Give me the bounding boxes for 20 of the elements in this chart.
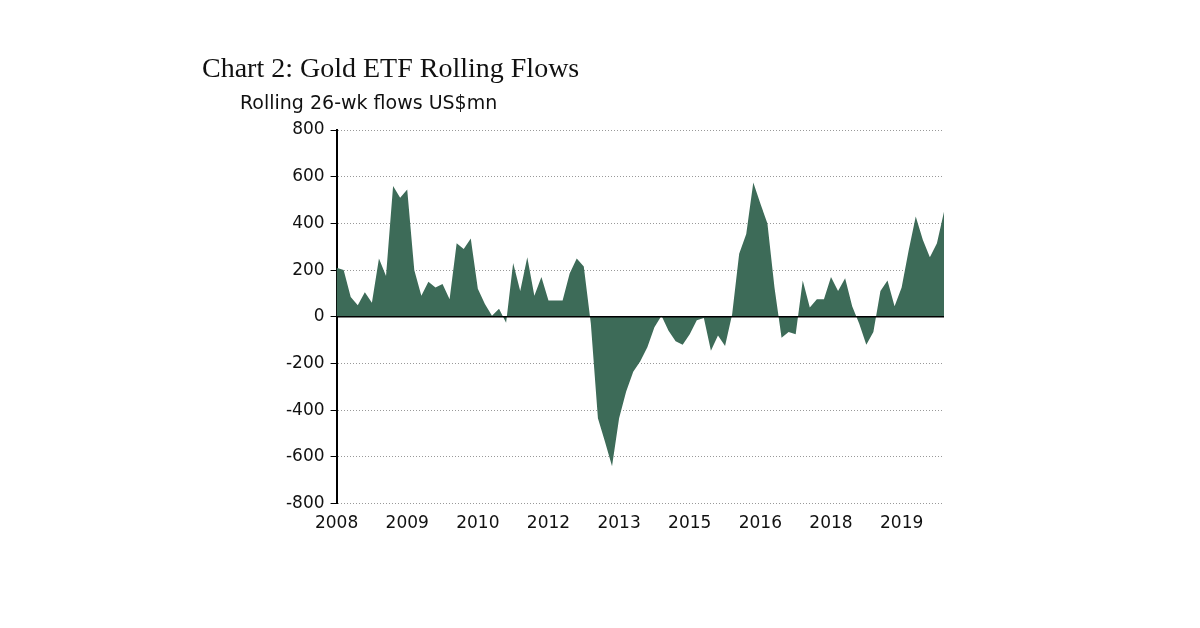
y-tick-label: -800 xyxy=(285,492,325,513)
y-tick-label: 200 xyxy=(292,258,325,279)
chart-title: Chart 2: Gold ETF Rolling Flows xyxy=(202,52,580,84)
x-tick-label: 2018 xyxy=(809,512,853,533)
x-tick-label: 2019 xyxy=(879,512,924,533)
y-axis-title: Rolling 26-wk flows US$mn xyxy=(240,91,498,113)
x-tick-label: 2015 xyxy=(668,512,712,533)
y-tick-label: 600 xyxy=(292,165,325,186)
x-tick-label: 2010 xyxy=(456,512,500,533)
y-tick-label: -600 xyxy=(285,445,325,466)
x-tick-label: 2013 xyxy=(597,512,641,533)
y-tick-label: -400 xyxy=(285,398,325,419)
y-tick-label: 400 xyxy=(292,211,325,232)
x-tick-label: 2012 xyxy=(526,512,571,533)
y-tick-label: 800 xyxy=(292,118,325,139)
x-tick-label: 2009 xyxy=(385,512,429,533)
x-tick-label: 2016 xyxy=(738,512,782,533)
y-tick-label: 0 xyxy=(313,305,325,326)
x-tick-label: 2008 xyxy=(314,512,359,533)
y-tick-label: -200 xyxy=(285,351,325,372)
